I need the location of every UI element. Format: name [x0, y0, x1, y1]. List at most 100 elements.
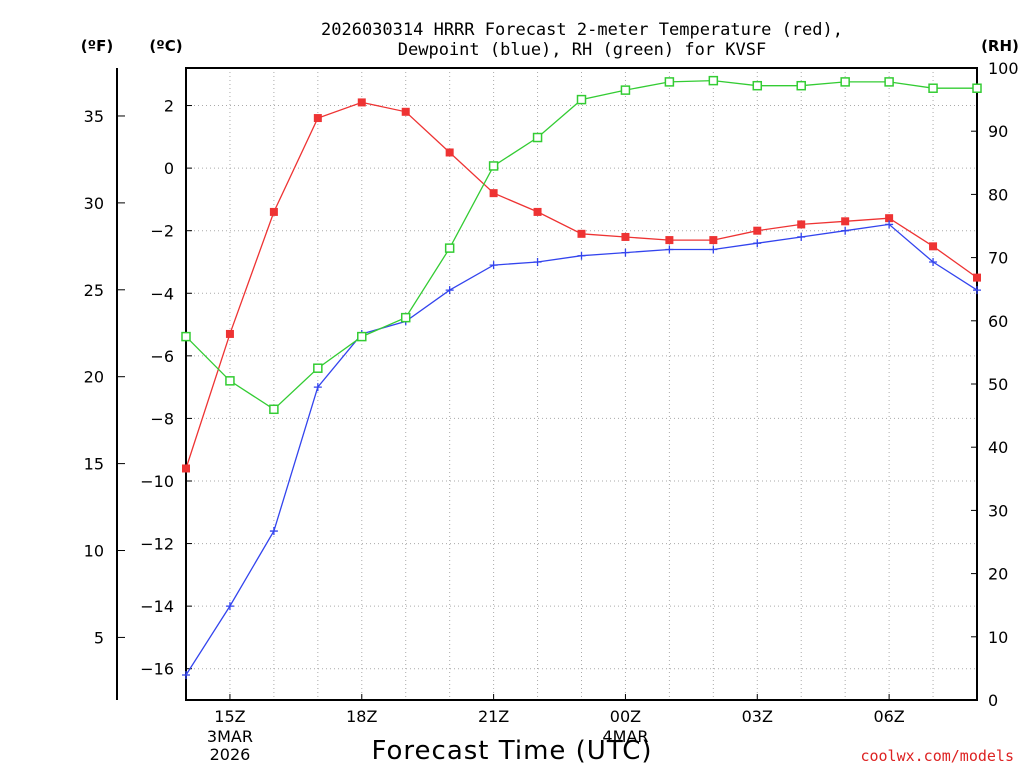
fahrenheit-tick-label: 10: [84, 542, 104, 561]
temperature-point: [709, 236, 718, 245]
dewpoint-point: [665, 245, 674, 254]
dewpoint-point: [577, 251, 586, 260]
x-tick-label: 21Z: [478, 707, 509, 726]
rh-point: [620, 85, 631, 95]
x-tick-sublabel: 3MAR: [207, 727, 253, 746]
rh-point: [928, 83, 938, 93]
dewpoint-point: [445, 286, 454, 295]
dewpoint-point: [489, 261, 498, 270]
rh-tick-label: 60: [988, 312, 1008, 331]
dewpoint-point: [269, 527, 278, 536]
temperature-line: [185, 101, 978, 469]
temperature-point: [841, 217, 850, 226]
rh-point: [796, 80, 806, 91]
rh-point: [840, 77, 850, 87]
rh-tick-label: 50: [988, 375, 1008, 394]
rh-tick-label: 90: [988, 122, 1008, 141]
temperature-point: [489, 189, 498, 198]
rh-tick-label: 40: [988, 438, 1008, 457]
fahrenheit-unit-label: (ºF): [81, 37, 113, 55]
dewpoint-point: [929, 257, 938, 266]
celsius-tick-label: −12: [140, 535, 174, 554]
fahrenheit-tick-label: 5: [94, 628, 104, 647]
x-tick-sublabel: 2026: [210, 745, 251, 764]
celsius-tick-label: 2: [164, 97, 174, 116]
rh-tick-label: 0: [988, 691, 998, 710]
celsius-tick-label: −8: [150, 409, 174, 428]
x-tick-label: 00Z: [610, 707, 641, 726]
temperature-point: [973, 273, 981, 282]
dewpoint-point: [973, 286, 981, 295]
x-tick-label: 15Z: [214, 707, 245, 726]
x-tick-label: 06Z: [873, 707, 904, 726]
temperature-point: [313, 114, 322, 123]
dewpoint-point: [797, 232, 806, 241]
rh-tick-label: 20: [988, 565, 1008, 584]
rh-point: [752, 80, 763, 91]
chart-title-line-1: 2026030314 HRRR Forecast 2-meter Tempera…: [321, 20, 843, 40]
fahrenheit-tick-label: 30: [84, 194, 104, 213]
rh-point: [972, 83, 982, 93]
dewpoint-point: [533, 257, 542, 266]
chart-title-line-2: Dewpoint (blue), RH (green) for KVSF: [398, 40, 766, 60]
dewpoint-point: [709, 245, 718, 254]
temperature-point: [357, 98, 366, 107]
celsius-tick-label: −6: [150, 347, 174, 366]
data-series: [181, 75, 982, 679]
dewpoint-point: [182, 670, 190, 679]
rh-point: [357, 331, 367, 342]
temperature-point: [445, 148, 454, 157]
celsius-tick-label: −10: [140, 472, 174, 491]
temperature-point: [665, 236, 674, 245]
temperature-point: [533, 207, 542, 216]
x-tick-label: 18Z: [346, 707, 377, 726]
celsius-tick-label: −4: [150, 284, 174, 303]
grid-lines: [186, 68, 977, 700]
rh-tick-label: 70: [988, 249, 1008, 268]
temperature-point: [401, 107, 410, 116]
rh-tick-label: 30: [988, 501, 1008, 520]
celsius-tick-label: 0: [164, 159, 174, 178]
celsius-tick-label: −2: [150, 222, 174, 241]
fahrenheit-tick-label: 35: [84, 107, 104, 126]
credit-text: coolwx.com/models: [860, 747, 1014, 765]
rh-point: [181, 331, 191, 342]
rh-point: [225, 376, 235, 386]
dewpoint-point: [753, 239, 762, 248]
rh-tick-label: 100: [988, 59, 1019, 78]
rh-tick-label: 80: [988, 185, 1008, 204]
x-tick-label: 03Z: [742, 707, 773, 726]
axes: 353025201510520−2−4−6−8−10−12−14−1610090…: [84, 59, 1019, 764]
rh-tick-label: 10: [988, 628, 1008, 647]
dewpoint-line: [185, 223, 978, 676]
celsius-unit-label: (ºC): [149, 37, 182, 55]
fahrenheit-tick-label: 20: [84, 368, 104, 387]
dewpoint-point: [313, 383, 322, 392]
temperature-point: [621, 232, 630, 241]
rh-point: [708, 75, 719, 86]
rh-point: [488, 161, 499, 171]
x-axis-label: Forecast Time (UTC): [371, 736, 652, 766]
rh-unit-label: (RH): [981, 37, 1019, 55]
rh-point: [664, 77, 675, 87]
temperature-point: [753, 226, 762, 235]
rh-point: [444, 243, 455, 253]
rh-point: [532, 132, 543, 143]
celsius-tick-label: −16: [140, 660, 174, 679]
dewpoint-point: [885, 220, 894, 229]
rh-point: [269, 404, 279, 415]
temperature-point: [929, 242, 938, 251]
temperature-point: [182, 464, 190, 473]
dewpoint-point: [841, 226, 850, 235]
rh-point: [400, 312, 411, 323]
dewpoint-point: [225, 602, 234, 611]
temperature-point: [225, 329, 234, 338]
dewpoint-point: [621, 248, 630, 257]
temperature-point: [577, 229, 586, 238]
x-tick-sublabel: 4MAR: [602, 727, 648, 746]
rh-point: [576, 94, 587, 105]
rh-point: [884, 77, 894, 87]
temperature-point: [885, 214, 894, 223]
fahrenheit-tick-label: 15: [84, 455, 104, 474]
rh-point: [313, 363, 323, 373]
